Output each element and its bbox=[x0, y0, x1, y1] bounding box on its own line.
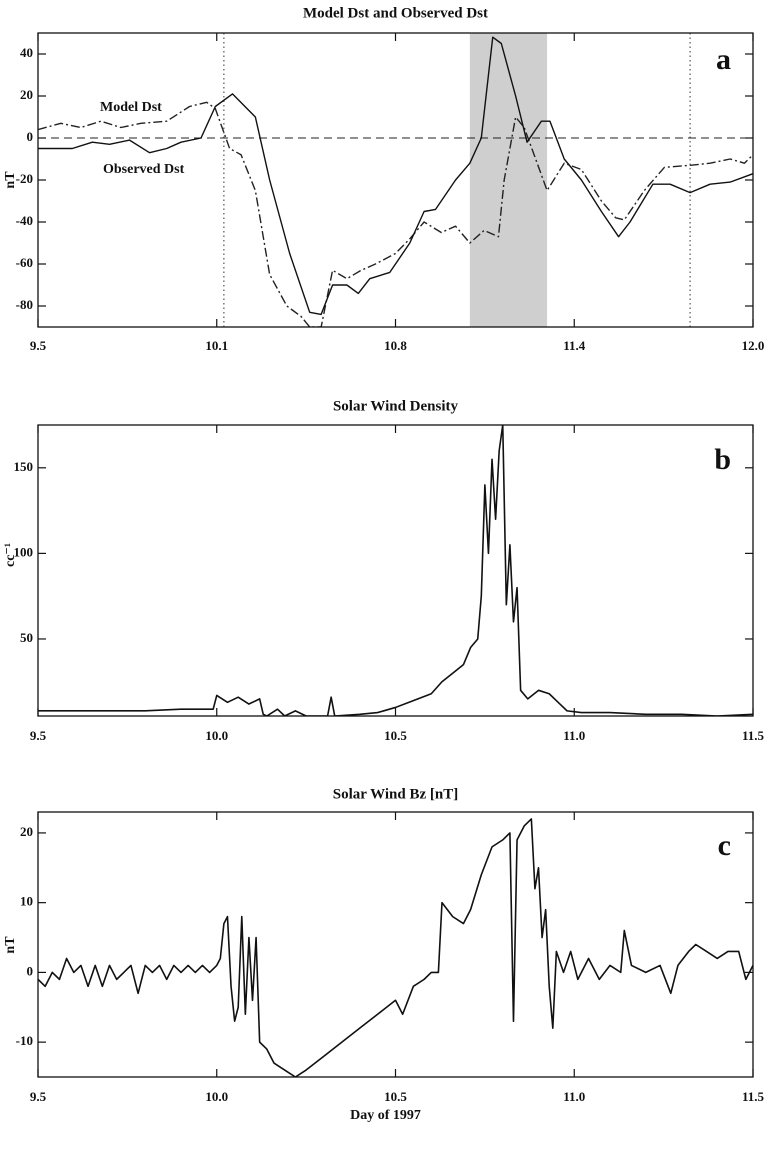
x-tick-label: 11.0 bbox=[563, 1089, 585, 1104]
y-tick-label: 150 bbox=[14, 459, 34, 474]
data-line bbox=[38, 36, 753, 316]
x-tick-label: 10.5 bbox=[384, 728, 407, 743]
x-tick-label: 10.0 bbox=[205, 728, 228, 743]
x-tick-label: 9.5 bbox=[30, 1089, 47, 1104]
x-tick-label: 11.5 bbox=[742, 728, 765, 743]
chart-title: Model Dst and Observed Dst bbox=[303, 5, 488, 21]
x-tick-label: 11.5 bbox=[742, 1089, 765, 1104]
x-tick-label: 10.8 bbox=[384, 338, 407, 353]
x-tick-label: 10.0 bbox=[205, 1089, 228, 1104]
panel: Model Dst and Observed Dst a nT 9.5 10.1 10.8… bbox=[3, 5, 764, 353]
x-tick-label: 9.5 bbox=[30, 728, 47, 743]
panel: Solar Wind Bz [nT] c nT Day of 1997 9.5 10.0 1… bbox=[3, 786, 764, 1123]
x-tick-label: 10.5 bbox=[384, 1089, 407, 1104]
y-tick-label: 0 bbox=[27, 129, 34, 144]
plot-frame bbox=[37, 811, 754, 1078]
y-tick-label: 40 bbox=[20, 45, 33, 60]
panel-letter: b bbox=[714, 443, 731, 476]
y-axis-label: cc⁻¹ bbox=[3, 543, 18, 567]
legend-entry: Observed Dst bbox=[103, 162, 185, 177]
shaded-interval bbox=[469, 33, 548, 327]
x-tick-label: 11.0 bbox=[563, 728, 585, 743]
panel: Solar Wind Density b cc⁻¹ 9.5 10.0 10.5 11.0 11… bbox=[3, 398, 764, 743]
chart-title: Solar Wind Density bbox=[333, 398, 459, 414]
y-tick-label: 20 bbox=[20, 87, 33, 102]
x-tick-label: 11.4 bbox=[563, 338, 586, 353]
data-line bbox=[38, 101, 753, 327]
y-axis-label: nT bbox=[3, 936, 18, 954]
y-tick-label: -80 bbox=[16, 297, 33, 312]
legend-entry: Model Dst bbox=[100, 100, 162, 115]
y-tick-label: 20 bbox=[20, 824, 33, 839]
data-line bbox=[38, 818, 753, 1077]
plot-frame bbox=[37, 424, 754, 717]
y-tick-label: 50 bbox=[20, 630, 33, 645]
panel-letter: a bbox=[716, 43, 731, 76]
y-tick-label: -10 bbox=[16, 1033, 33, 1048]
plot-frame bbox=[37, 32, 754, 328]
chart-title: Solar Wind Bz [nT] bbox=[333, 786, 458, 802]
x-tick-label: 12.0 bbox=[742, 338, 765, 353]
panel-letter: c bbox=[718, 829, 731, 862]
x-tick-label: 9.5 bbox=[30, 338, 47, 353]
y-tick-label: 100 bbox=[14, 544, 34, 559]
y-axis-label: nT bbox=[3, 171, 18, 189]
y-tick-label: 10 bbox=[20, 894, 33, 909]
y-tick-label: -60 bbox=[16, 255, 33, 270]
x-tick-label: 10.1 bbox=[205, 338, 228, 353]
x-axis-label: Day of 1997 bbox=[350, 1108, 421, 1123]
data-line bbox=[38, 425, 753, 716]
y-tick-label: -40 bbox=[16, 213, 33, 228]
y-tick-label: 0 bbox=[27, 963, 34, 978]
y-tick-label: -20 bbox=[16, 171, 33, 186]
